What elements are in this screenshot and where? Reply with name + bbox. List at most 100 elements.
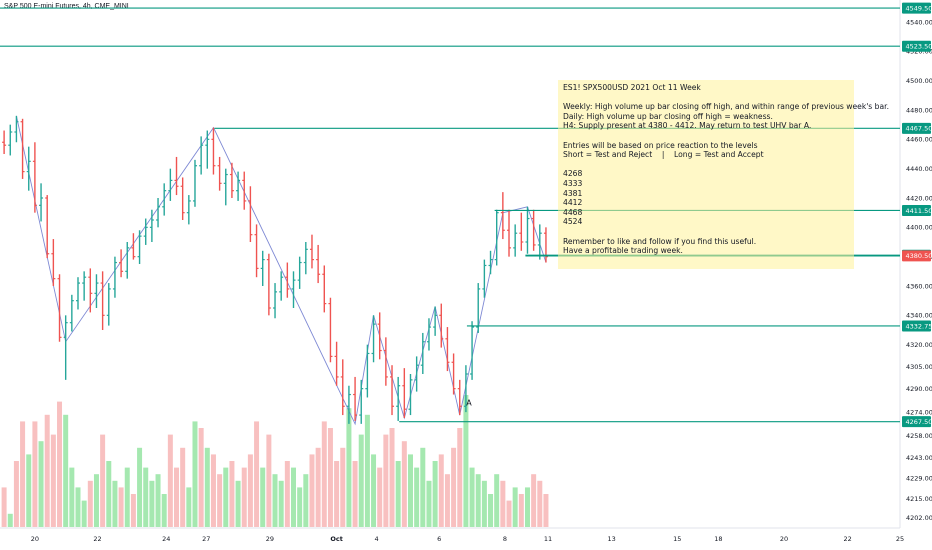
ohlc-bar (20, 118, 25, 179)
volume-bar (7, 513, 13, 527)
annotation-note[interactable]: ES1! SPX500USD 2021 Oct 11 Week Weekly: … (558, 80, 889, 269)
volume-bar (266, 434, 272, 527)
note-line: Have a profitable trading week. (563, 246, 683, 256)
time-tick-label: 6 (437, 535, 441, 543)
volume-bar (494, 474, 500, 527)
time-tick-label: 20 (31, 535, 39, 543)
volume-bar (235, 480, 241, 527)
volume-bar (278, 480, 284, 527)
time-tick-label: Oct (330, 535, 343, 543)
ohlc-bar (94, 274, 99, 308)
ohlc-bar (242, 171, 247, 210)
level-price-tag (902, 2, 931, 14)
ohlc-bar (377, 312, 382, 360)
note-line (563, 160, 849, 170)
ohlc-bar (162, 183, 167, 216)
ohlc-bar (451, 353, 456, 395)
ohlc-bar (408, 374, 413, 416)
volume-bar (481, 480, 487, 527)
note-line: 4381 (563, 188, 583, 198)
volume-bar (272, 474, 278, 527)
volume-bar (186, 487, 192, 527)
ohlc-bar (131, 233, 136, 260)
ohlc-bar (445, 327, 450, 372)
ohlc-bar (513, 224, 518, 257)
volume-bar (426, 480, 432, 527)
level-price-label: 4332.75 (906, 322, 932, 330)
ohlc-bar (100, 271, 105, 330)
volume-bar (407, 454, 413, 527)
level-price-label: 4523.50 (906, 43, 932, 51)
ohlc-bar (463, 365, 468, 413)
ohlc-bar (174, 156, 179, 196)
note-line: Weekly: High volume up bar closing off h… (563, 102, 889, 112)
price-tick-label: 4258.00 (906, 432, 932, 440)
volume-bar (463, 395, 469, 527)
price-tick-label: 4243.00 (906, 454, 932, 462)
volume-bar (167, 434, 173, 527)
level-price-tag (902, 250, 931, 262)
ohlc-bar (45, 195, 50, 259)
note-line: 4333 (563, 178, 583, 188)
ohlc-bar (143, 218, 148, 245)
volume-bar (352, 461, 358, 527)
volume-bar (371, 454, 377, 527)
price-tick-label: 4274.00 (906, 408, 932, 416)
ohlc-bar (396, 376, 401, 421)
time-tick-label: 4 (375, 535, 379, 543)
volume-bar (124, 467, 130, 527)
ohlc-bar (51, 239, 56, 286)
ohlc-bar (359, 379, 364, 424)
ohlc-bar (494, 209, 499, 266)
level-price-label: 4467.50 (906, 125, 932, 133)
volume-bar (432, 461, 438, 527)
ohlc-bar (254, 224, 259, 278)
ohlc-bar (303, 242, 308, 275)
ohlc-bar (168, 168, 173, 201)
ohlc-bar (236, 171, 241, 201)
volume-bar (118, 487, 124, 527)
volume-bar (192, 421, 198, 527)
volume-bar (401, 441, 407, 527)
volume-bar (75, 487, 81, 527)
ohlc-bar (519, 212, 524, 251)
volume-bar (32, 421, 38, 527)
ohlc-bar (470, 321, 475, 380)
ohlc-bar (537, 224, 542, 260)
ohlc-bar (149, 209, 154, 242)
time-tick-label: 11 (544, 535, 552, 543)
time-axis[interactable]: 20 22 24 27 29 Oct 4 6 8 11 13 15 18 20 22 25 (31, 535, 904, 543)
volume-bar (50, 434, 56, 527)
price-tick-label: 4229.00 (906, 474, 932, 482)
time-tick-label: 15 (673, 535, 681, 543)
bar-marker: A (466, 398, 472, 407)
price-tick-label: 4320.00 (906, 341, 932, 349)
volume-bar (303, 474, 309, 527)
ohlc-bar (180, 177, 185, 220)
ohlc-bar (2, 130, 7, 154)
ohlc-bar (82, 271, 87, 301)
level-price-tag (902, 320, 931, 332)
ohlc-bar (365, 344, 370, 398)
ohlc-bar (346, 385, 351, 424)
note-line (563, 93, 849, 103)
ohlc-bar (322, 265, 327, 313)
volume-bar (395, 461, 401, 527)
volume-bar (500, 480, 506, 527)
volume-bar (63, 414, 69, 527)
time-tick-label: 8 (503, 535, 507, 543)
ohlc-bar (57, 274, 62, 342)
ohlc-bar (383, 337, 388, 386)
price-tick-label: 4540.00 (906, 18, 932, 26)
ohlc-bar (260, 250, 265, 286)
price-axis[interactable]: 4202.00 4215.00 4229.00 4243.00 4258.00 4274.… (902, 2, 932, 522)
volume-bar (284, 461, 290, 527)
volume-bar (469, 467, 475, 527)
note-line: 4268 (563, 169, 583, 179)
level-price-label: 4267.50 (906, 418, 932, 426)
volume-bar (204, 447, 210, 527)
volume-bar (143, 467, 149, 527)
time-tick-label: 18 (714, 535, 722, 543)
ohlc-bar (125, 242, 130, 279)
